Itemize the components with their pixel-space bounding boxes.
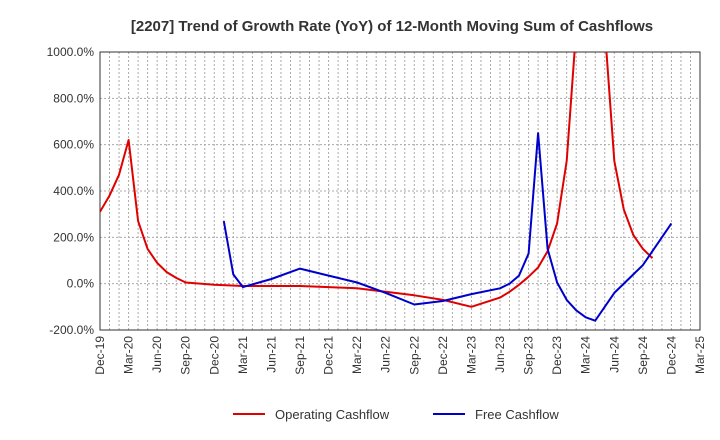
- x-tick-label: Sep-23: [522, 336, 536, 375]
- x-tick-label: Mar-21: [236, 336, 250, 374]
- x-tick-label: Jun-22: [379, 336, 393, 373]
- y-tick-label: 800.0%: [53, 91, 94, 105]
- x-tick-label: Dec-19: [93, 336, 107, 375]
- x-tick-label: Mar-20: [122, 336, 136, 374]
- x-tick-label: Dec-22: [436, 336, 450, 375]
- x-tick-label: Jun-20: [150, 336, 164, 373]
- y-tick-label: 1000.0%: [47, 45, 95, 59]
- x-tick-label: Jun-24: [607, 336, 621, 373]
- x-tick-label: Sep-21: [293, 336, 307, 375]
- x-tick-label: Sep-24: [636, 336, 650, 375]
- y-tick-label: 0.0%: [67, 277, 95, 291]
- x-tick-label: Mar-22: [350, 336, 364, 374]
- x-tick-label: Dec-23: [550, 336, 564, 375]
- legend-label: Operating Cashflow: [275, 407, 390, 422]
- x-tick-label: Dec-21: [322, 336, 336, 375]
- x-tick-label: Sep-22: [407, 336, 421, 375]
- series-layer: [100, 52, 673, 322]
- x-tick-label: Mar-24: [579, 336, 593, 374]
- x-tick-label: Dec-20: [207, 336, 221, 375]
- y-tick-label: 200.0%: [53, 230, 94, 244]
- y-tick-label: 600.0%: [53, 138, 94, 152]
- y-axis: 1000.0% 800.0% 600.0% 400.0% 200.0% 0.0% -200.…: [47, 45, 95, 337]
- series-line-operating-cashflow: [100, 52, 654, 308]
- x-tick-label: Jun-23: [493, 336, 507, 373]
- plot-frame: [99, 51, 701, 331]
- legend-label: Free Cashflow: [475, 407, 559, 422]
- x-axis: Dec-19 Mar-20 Jun-20 Sep-20 Dec-20 Mar-21 Jun-…: [93, 336, 707, 375]
- series-line-free-cashflow: [222, 132, 673, 322]
- y-tick-label: 400.0%: [53, 184, 94, 198]
- x-tick-label: Jun-21: [264, 336, 278, 373]
- x-tick-label: Mar-25: [693, 336, 707, 374]
- x-tick-label: Dec-24: [664, 336, 678, 375]
- chart-title: [2207] Trend of Growth Rate (YoY) of 12-…: [131, 18, 653, 35]
- x-tick-label: Mar-23: [464, 336, 478, 374]
- legend: Operating Cashflow Free Cashflow: [233, 407, 559, 422]
- y-tick-label: -200.0%: [49, 323, 94, 337]
- x-tick-label: Sep-20: [179, 336, 193, 375]
